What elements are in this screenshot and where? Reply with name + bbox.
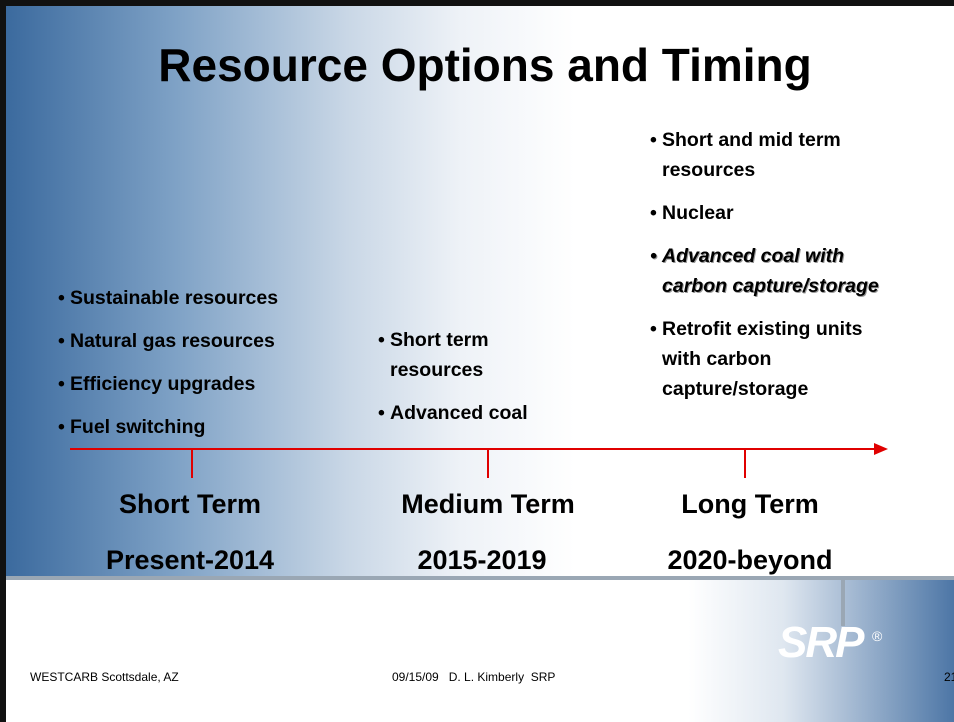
arrowhead: [874, 443, 888, 455]
bullet-item: Advanced coal with carbon capture/storag…: [650, 241, 882, 301]
period-label: Present-2014: [105, 545, 275, 575]
logo: SRP: [778, 618, 864, 667]
bullet-item: Fuel switching: [58, 412, 358, 442]
bullet-item: Efficiency upgrades: [58, 369, 358, 399]
logo-mark: ®: [872, 628, 883, 644]
period-label: 2020-beyond: [667, 545, 833, 575]
bullet-item: Short and mid term resources: [650, 125, 882, 185]
divider: [841, 580, 845, 626]
footer-left: WESTCARB Scottsdale, AZ: [30, 670, 179, 684]
footer-center: 09/15/09 D. L. Kimberly SRP: [392, 670, 556, 684]
term-label: Long Term: [681, 489, 819, 519]
bullet-item: Sustainable resources: [58, 283, 358, 313]
term-label: Medium Term: [401, 489, 575, 519]
bullet-item: Natural gas resources: [58, 326, 358, 356]
border: [0, 0, 954, 6]
bullet-list: Short term resources Advanced coal: [378, 325, 538, 441]
period-label: 2015-2019: [417, 545, 547, 575]
footer-background: [6, 580, 954, 722]
bullet-item: Short term resources: [378, 325, 538, 385]
term-label: Short Term: [118, 489, 261, 519]
bullet-list: Short and mid term resources Nuclear Advan…: [650, 125, 882, 417]
border: [0, 0, 6, 722]
slide-title: Resource Options and Timing: [158, 39, 812, 91]
bullet-item: Nuclear: [650, 198, 882, 228]
page-number: 21: [944, 670, 954, 684]
bullet-list: Sustainable resources Natural gas resourc…: [58, 283, 358, 455]
divider: [6, 576, 954, 580]
bullet-item: Retrofit existing units with carbon capt…: [650, 314, 882, 404]
bullet-item: Advanced coal: [378, 398, 538, 428]
